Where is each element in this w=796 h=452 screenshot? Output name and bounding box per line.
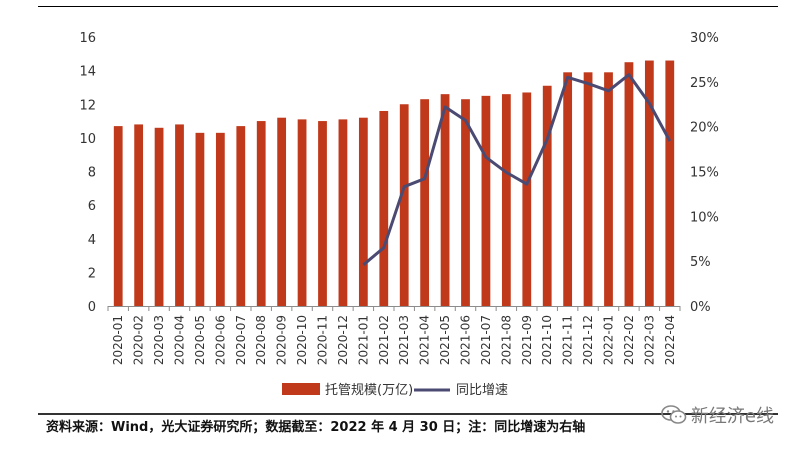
- x-tick-label: 2021-06: [459, 315, 473, 365]
- bar: [338, 119, 348, 306]
- x-tick-label: 2020-04: [173, 315, 187, 365]
- bar: [583, 72, 593, 307]
- bar: [358, 117, 368, 306]
- bar: [522, 92, 532, 306]
- x-tick-label: 2020-12: [336, 315, 350, 365]
- x-tick-label: 2021-03: [397, 315, 411, 365]
- y-left-tick-label: 8: [88, 166, 96, 181]
- bottom-rule: [38, 413, 778, 415]
- wechat-icon: [661, 405, 687, 424]
- x-tick-label: 2020-01: [111, 315, 125, 365]
- source-note: 资料来源：Wind，光大证券研究所；数据截至：2022 年 4 月 30 日；注…: [46, 420, 586, 435]
- bar: [420, 99, 430, 306]
- x-tick-label: 2022-03: [642, 315, 656, 365]
- y-right-tick-label: 15%: [690, 166, 719, 181]
- bar: [665, 60, 675, 306]
- bar: [461, 99, 470, 306]
- x-tick-label: 2020-11: [316, 315, 330, 365]
- x-tick-label: 2021-05: [438, 315, 452, 365]
- y-left-tick-label: 2: [88, 266, 96, 281]
- legend-label-bar: 托管规模(万亿): [325, 383, 413, 398]
- bar: [195, 132, 205, 306]
- bar: [542, 85, 552, 306]
- x-tick-label: 2020-02: [132, 315, 146, 365]
- x-tick-label: 2020-10: [295, 315, 309, 365]
- bar: [256, 121, 266, 306]
- bar: [134, 124, 144, 306]
- y-left-tick-label: 12: [79, 98, 96, 113]
- watermark-text: 新经济e线: [690, 406, 774, 427]
- bar: [215, 132, 225, 306]
- bar: [481, 95, 491, 306]
- legend-swatch-bar: [282, 383, 320, 395]
- bar: [297, 119, 307, 306]
- x-tick-label: 2022-01: [602, 315, 616, 365]
- y-right-tick-label: 5%: [690, 255, 711, 270]
- y-left-tick-label: 0: [88, 300, 96, 315]
- x-tick-label: 2021-09: [520, 315, 534, 365]
- bar: [236, 126, 246, 306]
- y-left-tick-label: 4: [88, 233, 96, 248]
- y-right-tick-label: 10%: [690, 210, 719, 225]
- bar: [399, 104, 409, 306]
- x-tick-label: 2022-02: [622, 315, 636, 365]
- y-left-tick-label: 6: [88, 199, 96, 214]
- y-right-tick-label: 20%: [690, 121, 719, 136]
- legend-label-line: 同比增速: [456, 383, 508, 398]
- bar: [563, 72, 573, 307]
- bar: [379, 110, 389, 306]
- x-tick-label: 2021-08: [499, 315, 513, 365]
- top-rule: [38, 6, 778, 7]
- x-tick-label: 2020-03: [152, 315, 166, 365]
- y-left-tick-label: 14: [79, 65, 96, 80]
- bar: [154, 127, 164, 306]
- growth-line: [362, 73, 672, 266]
- y-right-tick-label: 30%: [690, 31, 719, 46]
- bar: [277, 117, 287, 306]
- x-tick-label: 2021-01: [356, 315, 370, 365]
- x-tick-label: 2021-12: [581, 315, 595, 365]
- x-tick-label: 2020-07: [234, 315, 248, 365]
- y-right-tick-label: 0%: [690, 300, 711, 315]
- bar: [604, 72, 613, 307]
- bar: [440, 94, 450, 306]
- bar: [175, 124, 184, 306]
- x-tick-label: 2021-11: [561, 315, 575, 365]
- y-right-tick-label: 25%: [690, 76, 719, 91]
- x-tick-label: 2021-10: [540, 315, 554, 365]
- x-tick-label: 2021-04: [418, 315, 432, 365]
- bar: [318, 121, 327, 306]
- x-tick-label: 2021-02: [377, 315, 391, 365]
- y-left-tick-label: 16: [79, 31, 96, 46]
- x-tick-label: 2021-07: [479, 315, 493, 365]
- x-tick-label: 2020-05: [193, 315, 207, 365]
- bar: [644, 60, 654, 306]
- y-left-tick-label: 10: [79, 132, 96, 147]
- x-tick-label: 2020-08: [254, 315, 268, 365]
- watermark: 新经济e线: [661, 402, 774, 428]
- x-tick-label: 2022-04: [663, 315, 677, 365]
- x-tick-label: 2020-06: [213, 315, 227, 365]
- bar: [113, 126, 123, 306]
- bar: [501, 94, 511, 306]
- bar: [624, 62, 634, 306]
- x-tick-label: 2020-09: [275, 315, 289, 365]
